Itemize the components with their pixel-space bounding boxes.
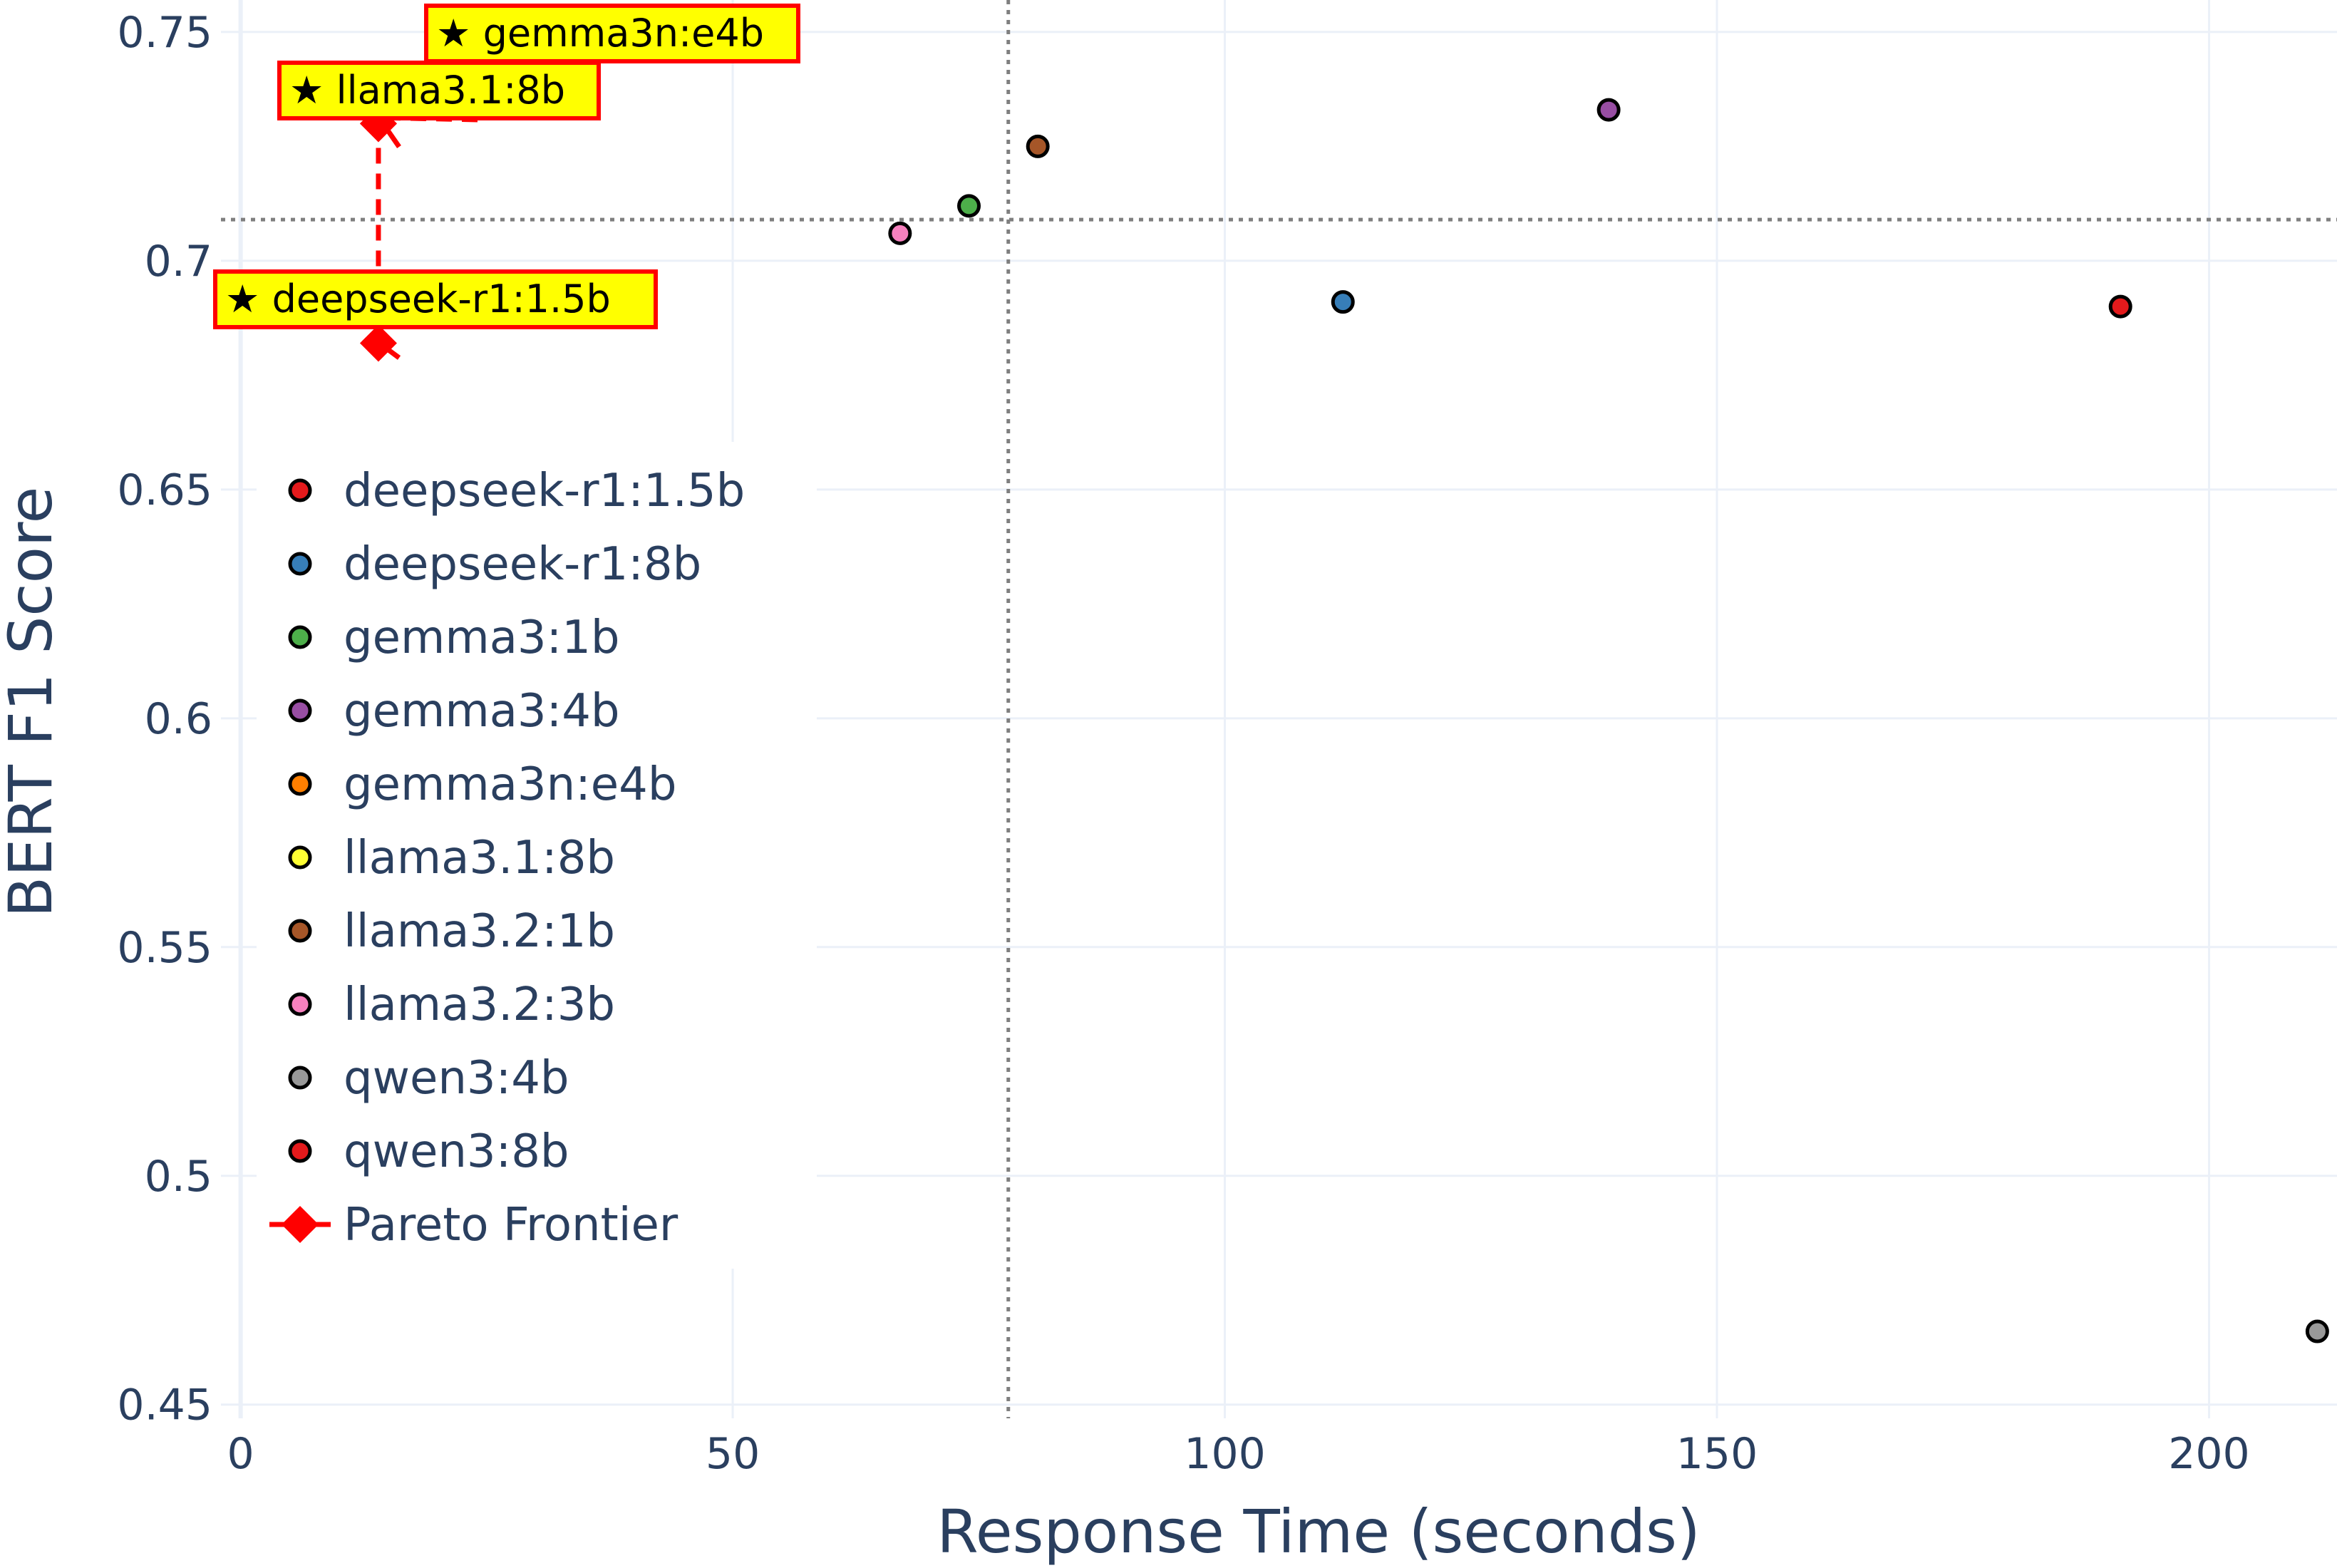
y-tick-label: 0.55: [117, 923, 212, 973]
x-tick-label: 200: [2168, 1429, 2250, 1479]
y-tick-label: 0.65: [117, 465, 212, 515]
annotation-label: ★ llama3.1:8b: [289, 68, 565, 113]
legend-marker: [288, 772, 312, 796]
legend-label: llama3.1:8b: [344, 832, 615, 884]
legend-label: gemma3:1b: [344, 612, 620, 664]
annotation-box: [277, 61, 601, 120]
y-tick-label: 0.6: [145, 694, 212, 744]
x-axis-title: Response Time (seconds): [937, 1497, 1700, 1567]
annotation-box: [424, 4, 800, 63]
legend-label: llama3.2:3b: [344, 979, 615, 1031]
x-tick-label: 150: [1676, 1429, 1758, 1479]
legend-background: [257, 442, 817, 1269]
y-tick-label: 0.5: [145, 1152, 212, 1202]
legend-marker: [288, 698, 312, 723]
x-tick-label: 0: [227, 1429, 254, 1479]
annotations: ★ gemma3n:e4b ★ llama3.1:8b ★ deepseek-r1:…: [213, 4, 800, 360]
data-point: [2305, 1319, 2329, 1343]
annotation-arrow: [385, 128, 401, 148]
reference-lines: [221, 0, 2337, 1418]
data-point: [1331, 290, 1355, 314]
annotation-arrow: [385, 346, 401, 360]
y-tick-label: 0.75: [117, 8, 212, 58]
data-point: [957, 194, 981, 218]
legend-frontier-marker: [282, 1206, 319, 1243]
legend-marker: [288, 1139, 312, 1163]
y-axis-title: BERT F1 Score: [0, 487, 66, 918]
legend-label: llama3.2:1b: [344, 905, 615, 958]
data-point: [1026, 134, 1050, 158]
data-points: [888, 98, 2329, 1343]
legend-marker: [288, 1066, 312, 1090]
legend: deepseek-r1:1.5b deepseek-r1:8b gemma3:1b g…: [257, 442, 817, 1269]
legend-label: deepseek-r1:8b: [344, 538, 701, 591]
legend-marker: [288, 845, 312, 870]
annotation-box: [213, 269, 658, 329]
y-axis-ticks: 0.45 0.5 0.55 0.6 0.65 0.7 0.75: [117, 8, 212, 1430]
x-tick-label: 50: [706, 1429, 760, 1479]
annotation-label: ★ gemma3n:e4b: [436, 11, 764, 56]
legend-marker: [288, 552, 312, 576]
legend-marker: [288, 478, 312, 502]
legend-label: deepseek-r1:1.5b: [344, 465, 745, 517]
y-tick-label: 0.7: [145, 237, 212, 287]
y-tick-label: 0.45: [117, 1381, 212, 1430]
legend-marker: [288, 919, 312, 943]
legend-label: qwen3:4b: [344, 1052, 569, 1105]
legend-label: qwen3:8b: [344, 1125, 569, 1178]
x-tick-label: 100: [1184, 1429, 1266, 1479]
x-axis-ticks: 0 50 100 150 200: [227, 1429, 2250, 1479]
legend-label: gemma3:4b: [344, 685, 620, 738]
data-point: [888, 221, 912, 245]
data-point: [1596, 98, 1621, 122]
legend-marker: [288, 625, 312, 649]
annotation-label: ★ deepseek-r1:1.5b: [225, 277, 611, 321]
data-point: [2108, 294, 2132, 319]
legend-marker: [288, 992, 312, 1016]
legend-label: Pareto Frontier: [344, 1199, 679, 1252]
legend-label: gemma3n:e4b: [344, 758, 676, 811]
